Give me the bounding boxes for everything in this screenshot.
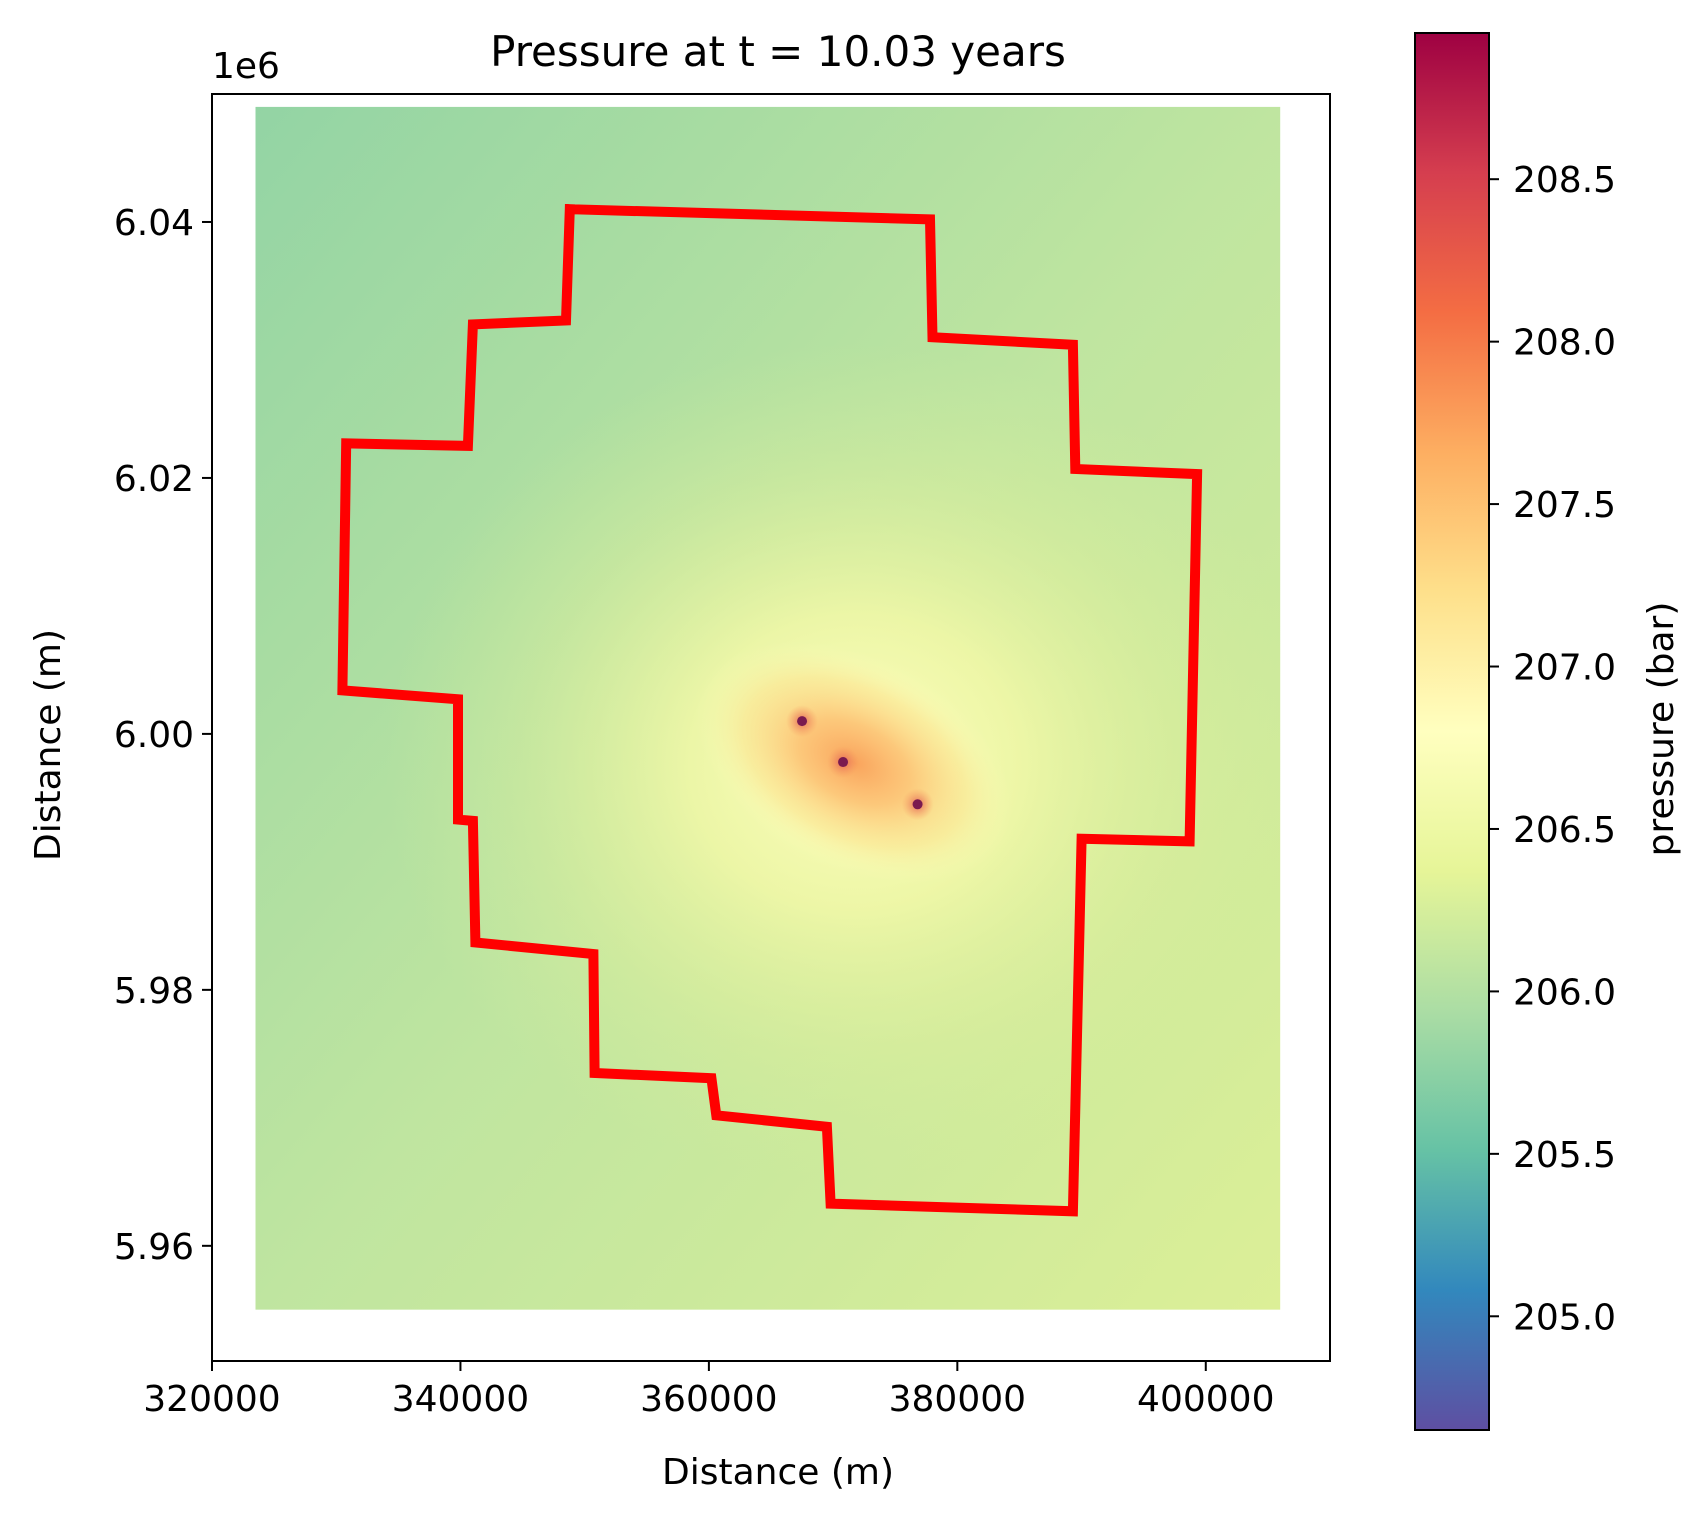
colorbar-tick-label: 205.0 bbox=[1513, 1297, 1616, 1338]
reservoir-boundary bbox=[337, 204, 1203, 1217]
y-tick-label: 6.02 bbox=[114, 459, 194, 500]
x-tick-label: 320000 bbox=[143, 1379, 280, 1420]
colorbar-tick-label: 208.0 bbox=[1513, 323, 1616, 364]
y-axis-ticks: 5.96 5.98 6.00 6.02 6.04 bbox=[114, 203, 212, 1268]
x-tick-label: 360000 bbox=[640, 1379, 777, 1420]
axes-frame bbox=[211, 93, 1331, 1362]
well-marker-3 bbox=[912, 799, 923, 810]
colorbar-tick-label: 206.5 bbox=[1513, 810, 1616, 851]
colorbar-tick-label: 207.0 bbox=[1513, 648, 1616, 689]
colorbar bbox=[1414, 32, 1490, 1431]
x-axis-label: Distance (m) bbox=[662, 1452, 894, 1493]
colorbar-tick-label: 208.5 bbox=[1513, 160, 1616, 201]
well-marker-1 bbox=[797, 716, 808, 727]
colorbar-label: pressure (bar) bbox=[1641, 602, 1682, 857]
pressure-field bbox=[255, 106, 1281, 1310]
colorbar-tick-label: 205.5 bbox=[1513, 1135, 1616, 1176]
y-tick-label: 5.96 bbox=[114, 1227, 194, 1268]
colorbar-tick-label: 207.5 bbox=[1513, 485, 1616, 526]
y-offset-label: 1e6 bbox=[212, 46, 280, 87]
y-tick-label: 5.98 bbox=[114, 971, 194, 1012]
y-tick-label: 6.00 bbox=[114, 715, 194, 756]
x-tick-label: 380000 bbox=[889, 1379, 1026, 1420]
well-marker-2 bbox=[838, 757, 849, 768]
colorbar-ticks: 205.0 205.5 206.0 206.5 207.0 207.5 208.0 208.5 bbox=[1489, 160, 1616, 1338]
colorbar-tick-label: 206.0 bbox=[1513, 972, 1616, 1013]
x-tick-label: 340000 bbox=[392, 1379, 529, 1420]
x-tick-label: 400000 bbox=[1137, 1379, 1274, 1420]
chart-title: Pressure at t = 10.03 years bbox=[490, 27, 1066, 76]
wells bbox=[786, 705, 934, 821]
y-tick-label: 6.04 bbox=[114, 203, 194, 244]
y-axis-label: Distance (m) bbox=[28, 629, 69, 861]
x-axis-ticks: 320000 340000 360000 380000 400000 bbox=[143, 1361, 1274, 1420]
